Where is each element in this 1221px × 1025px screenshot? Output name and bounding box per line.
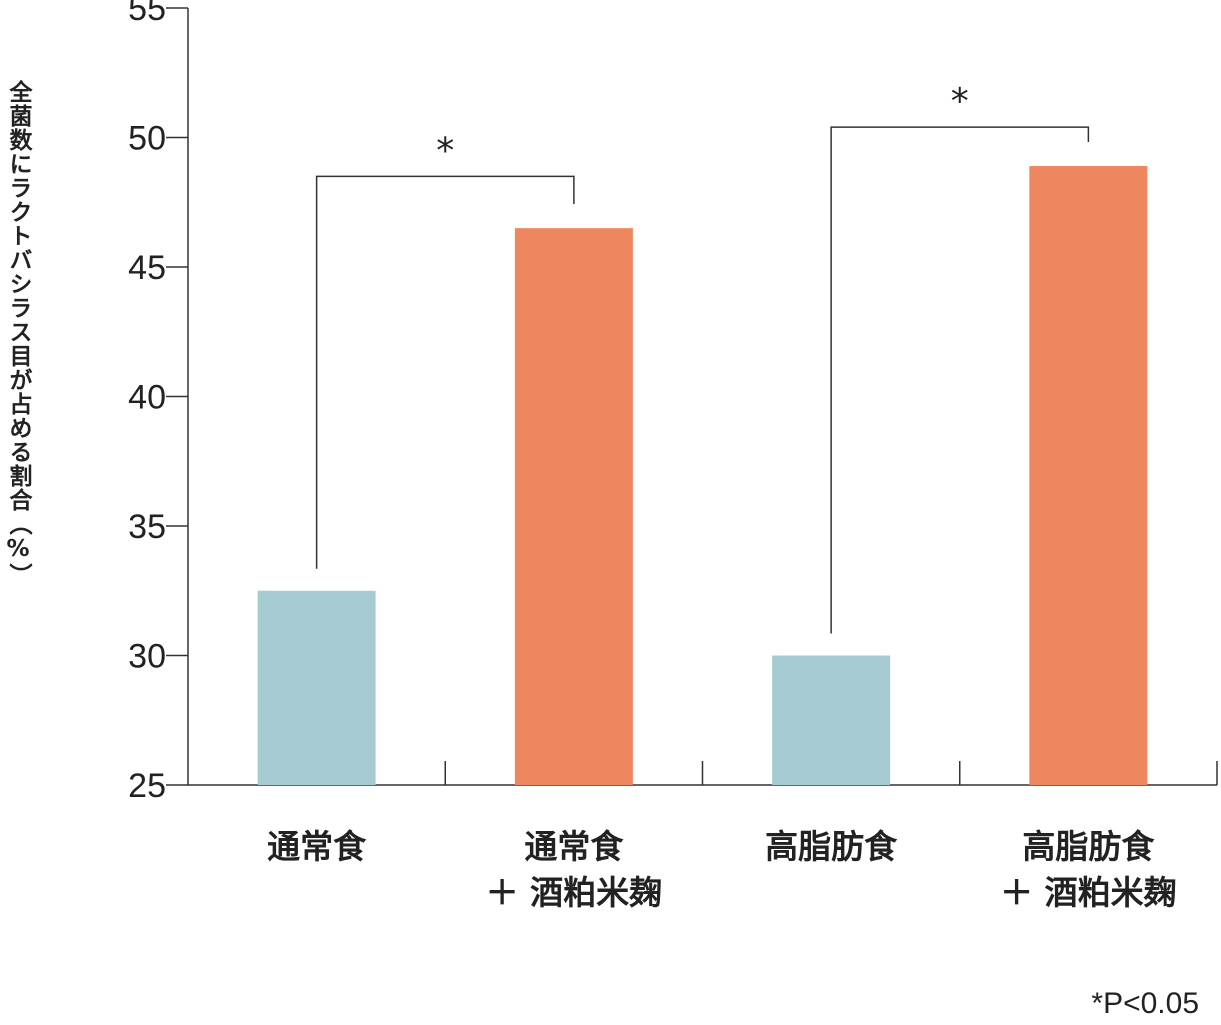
- bar: [514, 228, 633, 785]
- y-tick-label: 45: [128, 249, 166, 287]
- y-tick-label: 40: [128, 379, 166, 417]
- y-axis-label: 全菌数にラクトバシラス目が占める割合（%）: [5, 80, 31, 587]
- significance-star: *: [951, 81, 969, 122]
- significance-brackets: **: [315, 81, 1090, 634]
- significance-footnote: *P<0.05: [1091, 987, 1199, 1020]
- chart-bars: [257, 165, 1148, 786]
- significance-bracket: [315, 175, 575, 569]
- x-category-label: 高脂肪食: [765, 827, 898, 866]
- x-category-label: ＋ 酒粕米麹: [486, 873, 663, 912]
- x-category-label: 通常食: [524, 827, 624, 866]
- y-tick-label: 35: [128, 508, 166, 546]
- x-category-label: 通常食: [267, 827, 367, 866]
- y-tick-label: 30: [128, 638, 166, 676]
- y-tick-label: 55: [128, 0, 166, 28]
- significance-star: *: [436, 130, 454, 171]
- bar: [257, 590, 376, 785]
- significance-bracket: [830, 126, 1090, 634]
- bar: [772, 655, 891, 785]
- x-category-label: ＋ 酒粕米麹: [1000, 873, 1177, 912]
- x-category-label: 高脂肪食: [1022, 827, 1155, 866]
- y-tick-label: 25: [128, 767, 166, 805]
- chart-axes: 25 30 35 40 45 50 55: [128, 0, 1218, 805]
- y-tick-label: 50: [128, 120, 166, 158]
- bar: [1029, 165, 1148, 786]
